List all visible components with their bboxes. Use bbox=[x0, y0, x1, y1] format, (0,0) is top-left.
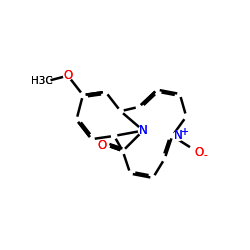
Text: N: N bbox=[174, 130, 183, 142]
Text: +: + bbox=[180, 127, 188, 137]
Text: O: O bbox=[63, 69, 72, 82]
Text: -: - bbox=[204, 150, 208, 160]
Text: -: - bbox=[204, 150, 208, 160]
Text: N: N bbox=[139, 124, 147, 137]
Text: N: N bbox=[174, 130, 183, 142]
Text: O: O bbox=[194, 146, 203, 158]
Circle shape bbox=[174, 131, 183, 141]
Text: O: O bbox=[63, 69, 72, 82]
Circle shape bbox=[138, 126, 148, 135]
Circle shape bbox=[64, 71, 72, 80]
Text: O: O bbox=[97, 139, 106, 152]
Text: N: N bbox=[139, 124, 147, 137]
Text: O: O bbox=[194, 146, 203, 158]
Circle shape bbox=[194, 148, 203, 156]
Text: O: O bbox=[97, 139, 106, 152]
Text: +: + bbox=[180, 127, 188, 137]
Text: H3C: H3C bbox=[31, 76, 53, 86]
Text: H3C: H3C bbox=[31, 76, 53, 86]
Circle shape bbox=[97, 141, 106, 150]
